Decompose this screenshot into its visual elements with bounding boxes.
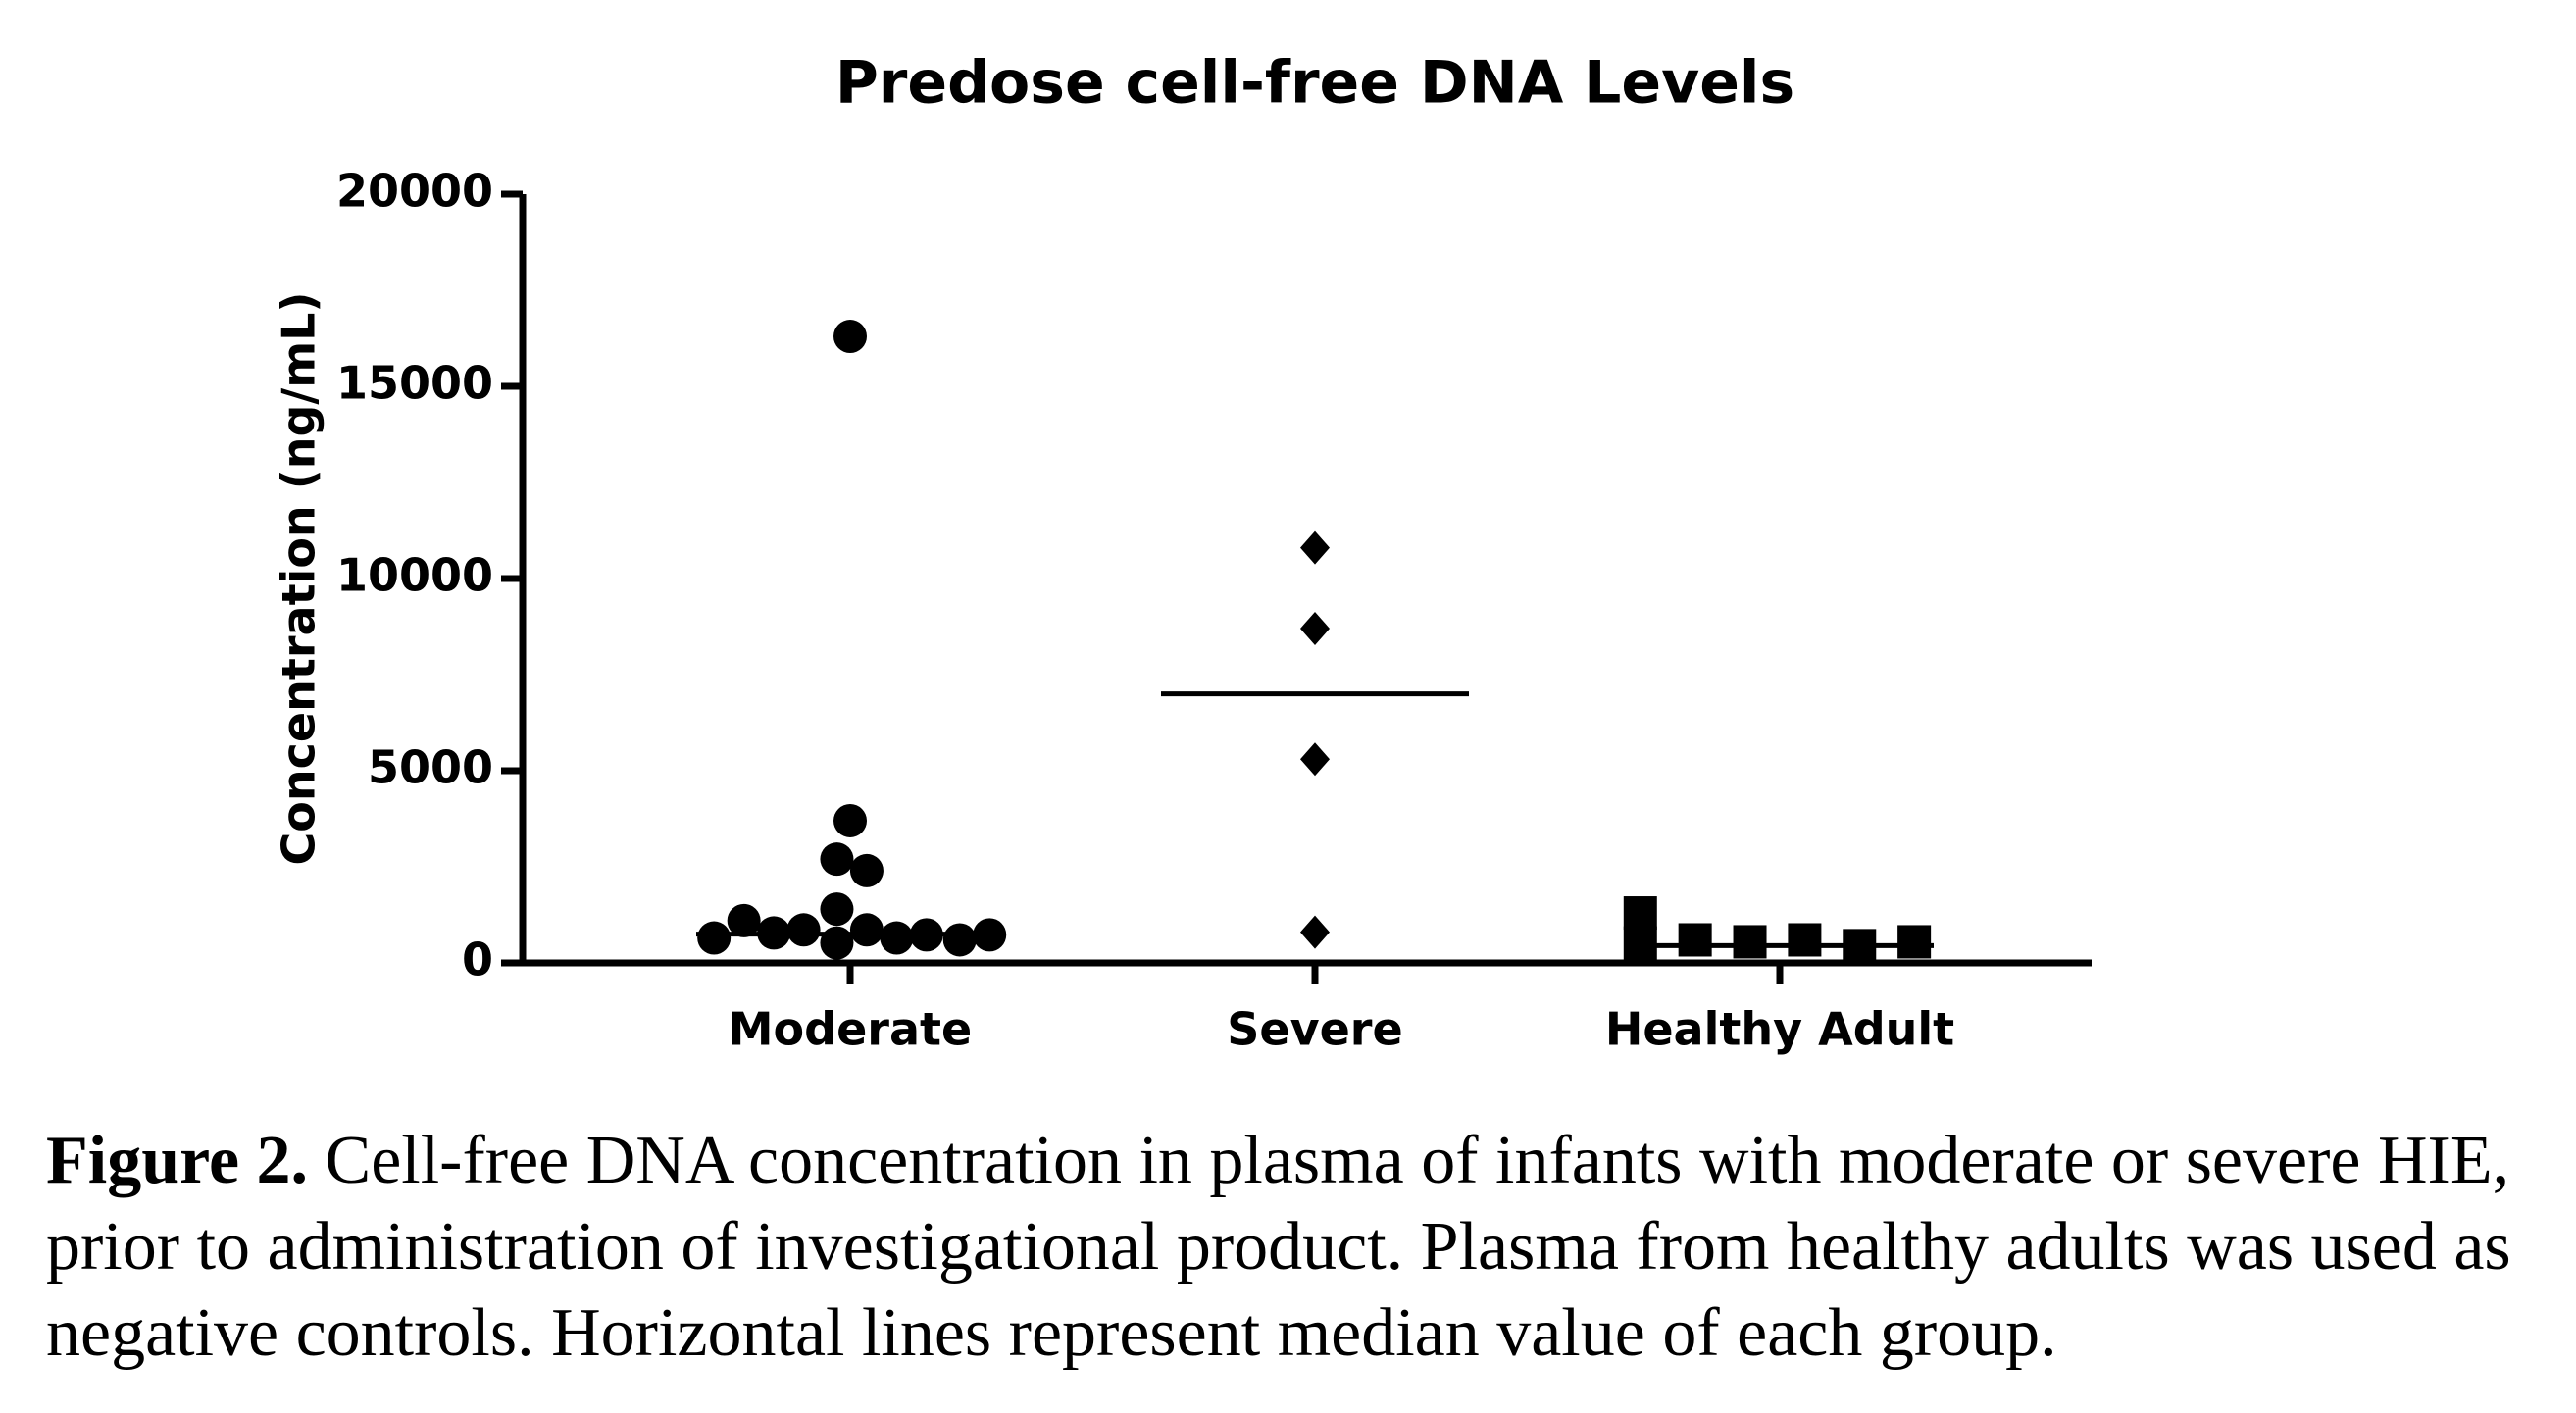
x-tick-label: Moderate bbox=[729, 1003, 972, 1056]
caption-text: Cell-free DNA concentration in plasma of… bbox=[46, 1123, 2511, 1371]
data-point bbox=[1897, 925, 1932, 959]
data-point bbox=[1788, 923, 1822, 957]
data-point bbox=[786, 913, 821, 947]
data-point bbox=[820, 892, 854, 927]
data-point bbox=[973, 918, 1007, 952]
data-point bbox=[909, 918, 943, 952]
x-tick-label: Severe bbox=[1227, 1003, 1402, 1056]
data-point bbox=[849, 853, 884, 887]
data-point bbox=[942, 923, 977, 957]
y-tick-label: 15000 bbox=[336, 357, 493, 410]
data-point bbox=[833, 320, 867, 354]
data-point bbox=[833, 803, 867, 837]
data-point bbox=[880, 921, 914, 955]
y-tick-label: 10000 bbox=[336, 549, 493, 602]
data-point bbox=[1623, 896, 1657, 931]
data-point bbox=[849, 913, 884, 947]
data-point bbox=[1300, 742, 1330, 777]
data-point bbox=[820, 926, 854, 960]
data-point bbox=[1733, 925, 1767, 959]
data-point bbox=[820, 842, 854, 877]
data-point bbox=[1300, 611, 1330, 645]
chart: Predose cell-free DNA Levels Concentrati… bbox=[273, 49, 2092, 1056]
data-point bbox=[1300, 530, 1330, 565]
data-point bbox=[697, 921, 732, 955]
chart-title: Predose cell-free DNA Levels bbox=[835, 49, 1794, 118]
y-tick-label: 5000 bbox=[368, 741, 493, 794]
data-point bbox=[1623, 926, 1657, 960]
data-point bbox=[727, 903, 761, 937]
caption: Figure 2. Cell-free DNA concentration in… bbox=[46, 1118, 2556, 1377]
data-point bbox=[1678, 923, 1712, 957]
x-tick-label: Healthy Adult bbox=[1605, 1003, 1954, 1056]
data-point bbox=[1843, 929, 1877, 963]
data-point bbox=[757, 916, 791, 950]
caption-label: Figure 2. bbox=[46, 1123, 309, 1198]
y-tick-label: 20000 bbox=[336, 165, 493, 218]
y-tick-label: 0 bbox=[462, 934, 493, 986]
data-point bbox=[1300, 915, 1330, 949]
y-axis-label: Concentration (ng/mL) bbox=[273, 292, 326, 866]
